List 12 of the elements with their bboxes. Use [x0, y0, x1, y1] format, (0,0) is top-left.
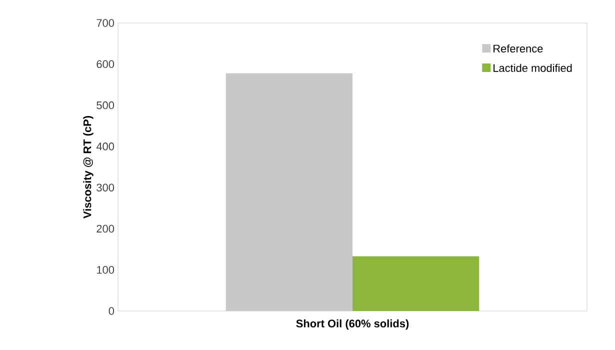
legend-label: Reference [494, 44, 543, 53]
legend-label: Lactide modified [494, 64, 572, 72]
y-tick-label: 400 [96, 142, 114, 150]
y-tick-label: 600 [96, 60, 114, 68]
y-tick-label: 500 [96, 101, 114, 110]
y-axis-title: Viscosity @ RT (cP) [83, 116, 94, 218]
y-tick-label: 700 [96, 19, 114, 27]
y-tick-label: 0 [108, 307, 114, 315]
y-tick-label: 200 [96, 224, 114, 233]
y-tick-label: 100 [97, 266, 114, 274]
y-tick-label: 300 [96, 184, 114, 192]
x-axis-title: Short Oil (60% solids) [296, 319, 409, 330]
